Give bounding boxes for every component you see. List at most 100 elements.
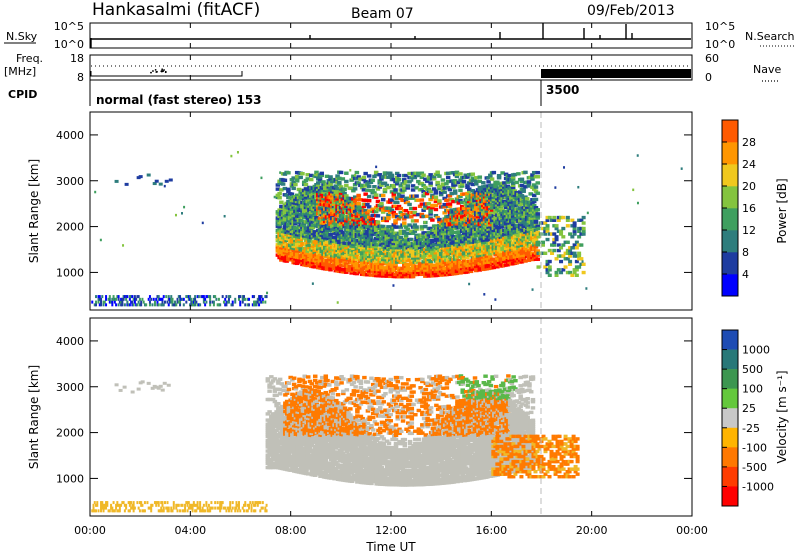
data-cell: [270, 455, 276, 459]
data-cell: [140, 303, 143, 307]
data-cell: [433, 191, 439, 195]
data-cell: [391, 186, 397, 190]
data-cell: [502, 181, 507, 185]
data-cell: [344, 206, 349, 210]
data-cell: [556, 229, 561, 233]
data-cell: [396, 217, 402, 221]
freq-unit: [MHz]: [4, 65, 36, 78]
data-cell: [316, 218, 321, 222]
data-cell: [267, 385, 272, 389]
data-cell: [351, 213, 356, 218]
data-cell: [375, 255, 381, 259]
data-cell: [384, 253, 389, 258]
data-cell: [454, 240, 460, 245]
data-cell: [498, 262, 504, 266]
data-cell: [423, 224, 428, 229]
data-cell: [330, 194, 335, 198]
data-cell: [100, 300, 103, 304]
data-cell: [298, 243, 303, 248]
data-cell: [498, 216, 504, 221]
data-cell: [352, 183, 358, 187]
data-cell: [363, 192, 368, 196]
data-cell: [377, 226, 382, 231]
data-cell: [117, 297, 120, 301]
data-cell: [379, 230, 384, 235]
data-cell: [454, 271, 460, 276]
freq-point: [150, 71, 152, 74]
data-cell: [550, 251, 555, 255]
data-cell: [344, 247, 349, 252]
data-cell: [147, 297, 150, 301]
data-cell: [359, 264, 365, 268]
data-cell: [482, 215, 488, 220]
data-cell: [393, 212, 398, 217]
data-cell: [338, 259, 344, 263]
data-cell: [227, 295, 230, 299]
data-cell: [468, 213, 474, 218]
data-cell: [294, 193, 300, 197]
data-cell: [495, 265, 500, 269]
data-cell: [333, 178, 339, 182]
data-cell: [563, 265, 568, 269]
data-cell: [519, 179, 525, 184]
data-cell: [310, 192, 316, 197]
data-cell: [435, 246, 440, 251]
data-cell: [333, 254, 339, 258]
data-cell: [581, 215, 586, 220]
data-cell: [559, 259, 564, 264]
data-cell: [452, 183, 458, 187]
data-cell: [526, 182, 532, 186]
data-cell: [545, 268, 550, 272]
data-cell: [498, 256, 504, 260]
data-cell: [152, 297, 155, 301]
data-cell: [503, 205, 509, 209]
data-cell: [535, 249, 540, 253]
data-cell: [419, 233, 425, 237]
data-cell: [303, 213, 309, 218]
data-cell: [356, 193, 361, 198]
data-cell: [352, 195, 358, 199]
data-cell: [395, 206, 400, 211]
data-cell: [454, 197, 460, 201]
data-cell: [405, 268, 411, 273]
data-cell: [409, 229, 414, 233]
data-cell: [241, 300, 244, 304]
data-cell: [547, 215, 552, 220]
colorbar-swatch: [722, 120, 738, 143]
data-cell: [256, 297, 259, 301]
data-cell: [402, 182, 407, 186]
data-cell: [509, 258, 514, 262]
data-cell: [474, 180, 479, 184]
data-cell: [488, 260, 493, 264]
data-cell: [440, 258, 446, 263]
data-cell: [472, 209, 477, 213]
data-cell: [368, 256, 374, 261]
data-cell: [227, 300, 230, 304]
data-cell: [294, 212, 300, 216]
data-cell: [403, 235, 409, 240]
data-cell: [181, 297, 184, 301]
data-cell: [333, 223, 339, 227]
data-cell: [563, 251, 568, 255]
data-cell: [398, 229, 404, 233]
data-cell: [259, 295, 262, 299]
data-cell: [421, 208, 426, 212]
data-cell: [426, 272, 432, 276]
data-cell: [533, 218, 539, 222]
data-cell: [298, 237, 303, 242]
data-cell: [500, 171, 505, 175]
data-cell: [386, 229, 391, 233]
data-cell: [482, 246, 488, 251]
data-cell: [307, 196, 312, 200]
data-cell: [201, 221, 204, 225]
data-cell: [310, 231, 316, 236]
data-cell: [171, 303, 174, 307]
data-cell: [162, 303, 165, 307]
data-cell: [366, 258, 372, 263]
data-cell: [100, 303, 103, 307]
data-cell: [282, 178, 288, 183]
data-cell: [264, 295, 267, 299]
data-cell: [270, 385, 276, 389]
data-cell: [423, 204, 428, 208]
data-cell: [358, 233, 363, 237]
